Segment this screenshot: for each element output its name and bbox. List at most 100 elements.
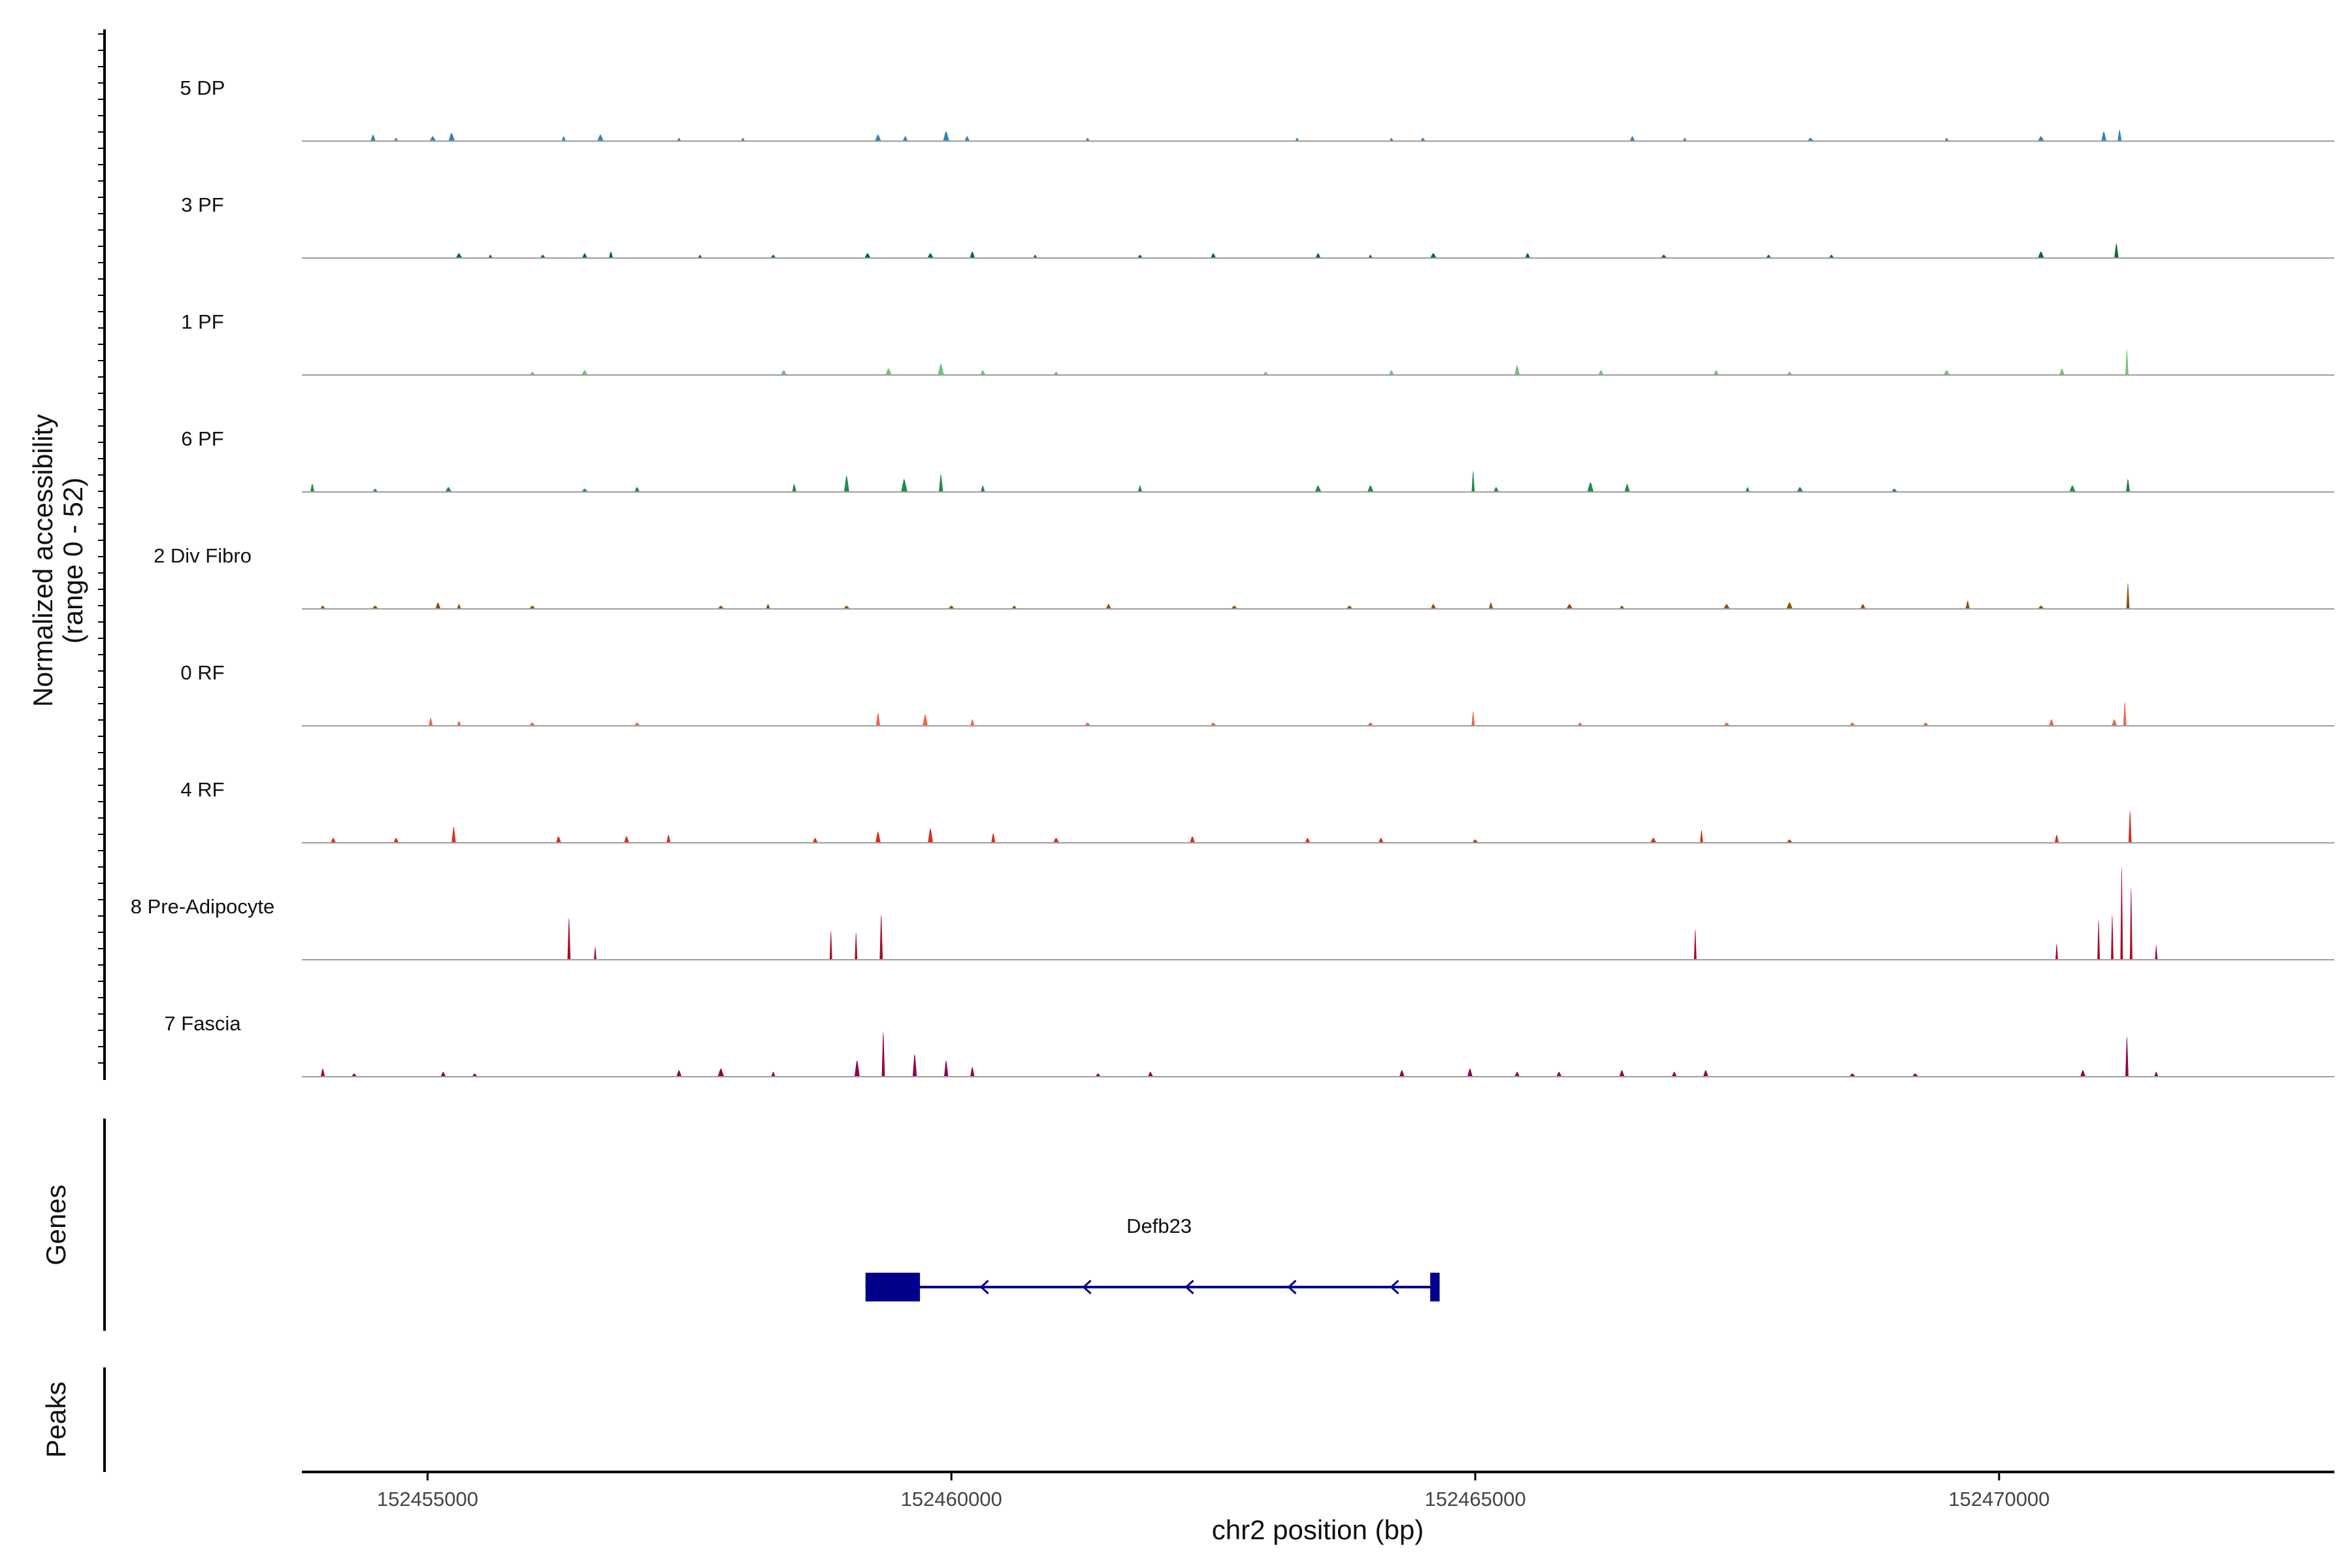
accessibility-peak [1807, 138, 1814, 141]
accessibility-peak [1147, 1071, 1153, 1077]
accessibility-peak [901, 479, 907, 492]
accessibility-peak [855, 932, 858, 960]
accessibility-peak [1315, 485, 1322, 492]
accessibility-peak [1085, 138, 1090, 141]
accessibility-peak [938, 363, 945, 375]
accessibility-peak [812, 838, 818, 843]
accessibility-peak [451, 826, 456, 843]
accessibility-peak [1598, 370, 1604, 375]
accessibility-peak [1388, 370, 1394, 375]
accessibility-peak [1766, 255, 1772, 258]
accessibility-peak [370, 135, 376, 141]
accessibility-peak [1624, 483, 1630, 492]
accessibility-peak [394, 138, 399, 141]
accessibility-peak [2059, 368, 2065, 375]
accessibility-peak [1587, 482, 1594, 492]
track-5-dp: 5 DP [180, 76, 2334, 142]
accessibility-peak [1703, 1070, 1708, 1077]
accessibility-peak [634, 487, 640, 492]
x-tick-label: 152470000 [1948, 1488, 2050, 1511]
accessibility-peak [792, 483, 796, 492]
accessibility-peak [970, 1067, 975, 1077]
accessibility-peak [1378, 838, 1384, 843]
accessibility-peak [991, 833, 996, 843]
accessibility-peak [1619, 606, 1625, 609]
genes-panel-label: Genes [41, 1184, 71, 1266]
accessibility-peak [885, 368, 892, 375]
accessibility-peak [372, 606, 379, 609]
accessibility-peak [1619, 1070, 1625, 1077]
accessibility-peak [780, 370, 787, 375]
accessibility-peak [1629, 136, 1635, 141]
accessibility-peak [1514, 1071, 1520, 1077]
accessibility-peak [1922, 723, 1929, 726]
gene-exon [865, 1273, 921, 1301]
x-axis-title: chr2 position (bp) [1212, 1514, 1424, 1545]
x-axis-ticks: 152455000 152460000 152465000 152470000 [377, 1472, 2050, 1511]
accessibility-peak [581, 370, 588, 375]
accessibility-peak [488, 255, 493, 258]
accessibility-peak [457, 604, 461, 609]
accessibility-peak [2125, 479, 2131, 492]
track-label: 8 Pre-Adipocyte [131, 895, 275, 918]
accessibility-peak [2154, 1071, 2159, 1077]
accessibility-peak [881, 1031, 885, 1077]
accessibility-peak [1399, 1070, 1405, 1077]
accessibility-peak [1137, 485, 1143, 492]
accessibility-peak [1210, 723, 1217, 726]
accessibility-peak [320, 606, 326, 609]
track-label: 6 PF [181, 427, 223, 450]
accessibility-peak [2120, 865, 2123, 960]
track-8-pre-adipocyte: 8 Pre-Adipocyte [131, 865, 2334, 960]
accessibility-peak [1525, 253, 1531, 258]
accessibility-peak [455, 253, 463, 258]
accessibility-peak [2049, 719, 2055, 726]
accessibility-peak [634, 723, 640, 726]
track-0-rf: 0 RF [180, 661, 2334, 727]
track-6-pf: 6 PF [181, 427, 2334, 493]
accessibility-peak [1786, 602, 1793, 609]
accessibility-peak [529, 723, 536, 726]
accessibility-peak [435, 602, 441, 609]
accessibility-peak [948, 606, 955, 609]
accessibility-peak [1367, 723, 1374, 726]
accessibility-peak [2129, 886, 2132, 960]
accessibility-peak [440, 1071, 446, 1077]
accessibility-peak [472, 1073, 478, 1077]
accessibility-peak [676, 1070, 682, 1077]
accessibility-peak [902, 136, 908, 141]
strand-arrow [1184, 1279, 1194, 1295]
accessibility-peak [429, 136, 436, 141]
accessibility-peak [2054, 834, 2059, 843]
accessibility-peak [1471, 711, 1475, 726]
accessibility-peak [1346, 606, 1353, 609]
accessibility-peak [875, 713, 881, 726]
accessibility-peak [2126, 583, 2130, 609]
accessibility-peak [555, 836, 561, 843]
accessibility-peak [2125, 349, 2129, 375]
accessibility-peak [1315, 253, 1321, 258]
accessibility-peak [854, 1060, 860, 1077]
accessibility-peak [1786, 840, 1793, 843]
accessibility-peak [2112, 719, 2117, 726]
accessibility-peak [1095, 1073, 1101, 1077]
accessibility-peak [1566, 604, 1573, 609]
accessibility-peak [2155, 945, 2158, 960]
accessibility-peak [1472, 840, 1478, 843]
accessibility-peak [1682, 138, 1687, 141]
track-label: 7 Fascia [164, 1012, 241, 1035]
accessibility-peak [529, 372, 535, 375]
track-label: 3 PF [181, 193, 223, 216]
accessibility-peak [567, 917, 571, 960]
accessibility-peak [2123, 701, 2127, 726]
coverage-tracks: 5 DP 3 PF 1 PF 6 PF 2 Div Fibro 0 RF 4 RF 8 Pre… [131, 76, 2334, 1077]
accessibility-peak [875, 135, 881, 141]
accessibility-peak [2069, 485, 2076, 492]
accessibility-peak [1797, 487, 1803, 492]
accessibility-peak [1305, 838, 1311, 843]
accessibility-peak [1943, 370, 1950, 375]
accessibility-peak [1488, 602, 1494, 609]
accessibility-peak [923, 714, 928, 726]
accessibility-peak [1829, 255, 1835, 258]
accessibility-peak [740, 138, 745, 141]
